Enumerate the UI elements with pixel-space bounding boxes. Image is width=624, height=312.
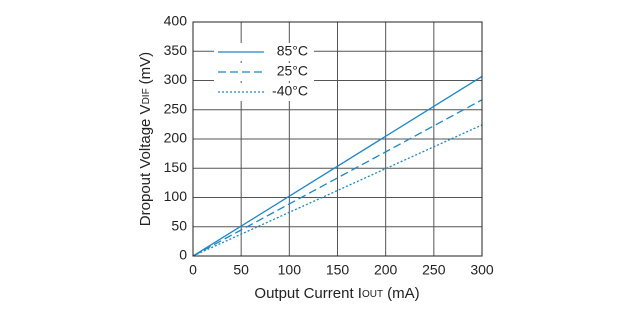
y-axis-label: Dropout Voltage VDIF (mV) [137,52,154,226]
y-tick-label: 0 [179,247,187,263]
y-tick-label: 300 [164,71,188,87]
series-line [192,75,483,257]
y-tick-label: 100 [164,188,188,204]
y-label-sub: DIF [141,88,152,104]
x-axis-label: Output Current IOUT (mA) [254,285,419,302]
y-tick-label: 250 [164,100,188,116]
x-label-sub: OUT [362,289,383,300]
y-label-unit: (mV) [137,52,154,85]
series-line [192,124,483,257]
x-tick-label: 50 [233,262,249,278]
x-tick-label: 200 [374,262,398,278]
x-tick-label: 150 [326,262,350,278]
x-label-text: Output Current I [254,285,362,302]
y-tick-label: 50 [171,217,187,233]
legend-label: -40°C [272,83,308,99]
y-tick-label: 150 [164,159,188,175]
legend-bg [214,63,314,81]
legend-label: 85°C [277,43,308,59]
series-line [192,99,483,257]
x-tick-label: 0 [189,262,197,278]
legend-label: 25°C [277,63,308,79]
x-label-unit: (mA) [387,285,420,302]
plot-frame [192,21,483,257]
x-tick-label: 100 [278,262,302,278]
x-tick-label: 250 [422,262,446,278]
y-tick-label: 350 [164,42,188,58]
y-tick-label: 400 [164,13,188,29]
y-label-text: Dropout Voltage V [137,104,154,226]
y-tick-label: 200 [164,130,188,146]
x-tick-label: 300 [470,262,494,278]
